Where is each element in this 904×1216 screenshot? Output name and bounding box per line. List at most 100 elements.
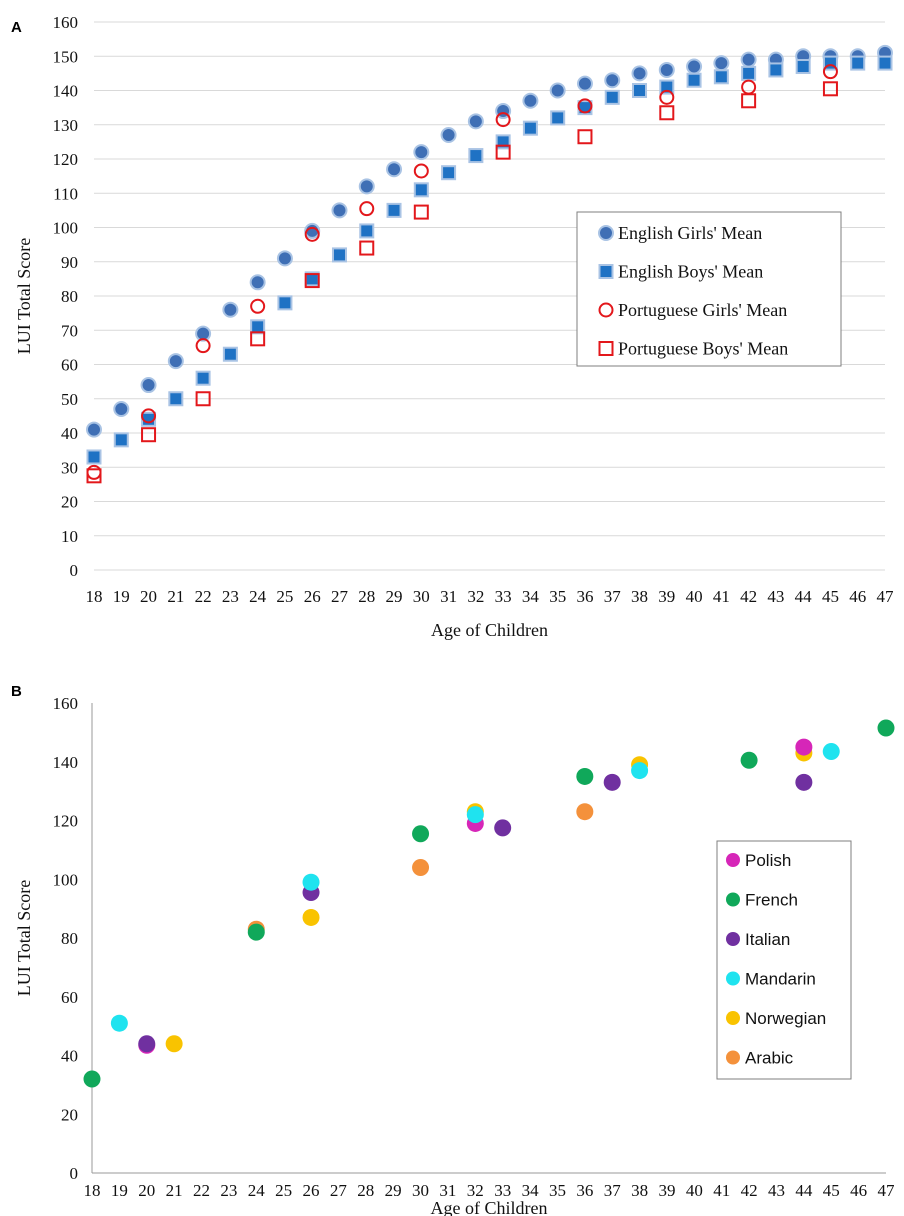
panel-a-point-english-boys-mean	[113, 432, 129, 448]
panel-a-point-portuguese-boys-mean	[577, 129, 593, 145]
panel-b-x-tick-label: 45	[823, 1181, 840, 1200]
panel-b-chart: B 0 20 40 60 80 100 120 140 160 18 19 20 21 22 23 24 25…	[11, 683, 895, 1216]
panel-b-point-italian	[795, 773, 813, 791]
panel-b-legend-marker-arabic	[726, 1050, 740, 1065]
panel-a-point-english-girls-mean	[276, 250, 293, 267]
panel-b-point-arabic	[576, 803, 594, 821]
panel-b-x-tick-label: 37	[604, 1181, 622, 1200]
panel-a-point-portuguese-girls-mean	[141, 408, 157, 424]
panel-a-y-tick-label: 70	[61, 321, 78, 340]
panel-a-legend-label: English Boys' Mean	[618, 262, 763, 282]
panel-a-legend-marker-portuguese-boys-mean	[598, 341, 614, 356]
panel-a-chart: A 0 10 20 30 40 50 60 70 80 90 100 110 120 130 140 150 1…	[11, 13, 894, 640]
panel-a-point-english-boys-mean	[632, 83, 648, 98]
panel-a-x-tick-label: 46	[849, 587, 866, 606]
panel-a-gridlines	[94, 21, 885, 571]
panel-a-y-tick-labels: 0 10 20 30 40 50 60 70 80 90 100 110 120 130 140 150 160	[53, 13, 79, 580]
panel-b-y-tick-label: 120	[53, 812, 79, 831]
panel-a-y-tick-label: 140	[53, 82, 79, 101]
panel-b-series-norwegian	[165, 744, 813, 1053]
panel-b-series-italian	[138, 773, 813, 1053]
panel-a-point-portuguese-girls-mean	[495, 112, 511, 128]
panel-a-x-tick-label: 41	[713, 587, 730, 606]
panel-b-x-tick-label: 38	[631, 1181, 648, 1200]
panel-a-point-english-girls-mean	[740, 51, 757, 68]
panel-a-point-portuguese-boys-mean	[86, 468, 102, 484]
panel-b-x-tick-label: 20	[138, 1181, 155, 1200]
panel-a-x-axis-label: Age of Children	[431, 620, 548, 640]
panel-a-y-tick-label: 20	[61, 493, 78, 512]
panel-b-x-tick-label: 21	[166, 1181, 183, 1200]
panel-a-point-portuguese-girls-mean	[822, 64, 838, 80]
panel-b-y-tick-label: 60	[61, 988, 78, 1007]
panel-a-x-tick-label: 20	[140, 587, 157, 606]
panel-a-point-english-boys-mean	[768, 62, 784, 78]
panel-b-legend-marker-italian	[726, 932, 740, 946]
panel-b-legend-label: Italian	[745, 930, 790, 949]
panel-b-x-tick-label: 36	[576, 1181, 593, 1200]
panel-a-point-portuguese-boys-mean	[250, 331, 266, 347]
panel-b-series-polish	[138, 738, 813, 1054]
panel-b-x-tick-label: 44	[795, 1181, 813, 1200]
panel-b-x-tick-label: 28	[357, 1181, 374, 1200]
panel-a-x-tick-label: 30	[413, 587, 430, 606]
panel-a-point-english-boys-mean	[168, 391, 184, 407]
panel-a-y-tick-label: 100	[53, 219, 79, 238]
panel-a-point-portuguese-girls-mean	[577, 98, 593, 114]
panel-b-y-tick-label: 0	[70, 1164, 79, 1183]
panel-a-point-english-girls-mean	[386, 161, 403, 178]
panel-a-x-tick-label: 37	[604, 587, 622, 606]
panel-a-point-english-girls-mean	[604, 72, 621, 89]
panel-b-point-mandarin	[110, 1014, 128, 1032]
panel-a-point-portuguese-boys-mean	[141, 427, 157, 443]
panel-b-legend-label: Mandarin	[745, 970, 816, 989]
panel-a-point-english-girls-mean	[113, 401, 130, 418]
panel-b-point-italian	[494, 819, 512, 837]
panel-b-x-tick-label: 26	[303, 1181, 320, 1200]
panel-a-point-english-boys-mean	[877, 55, 893, 71]
panel-b-x-tick-label: 42	[741, 1181, 758, 1200]
panel-a-y-tick-label: 120	[53, 150, 79, 169]
panel-b-x-tick-label: 35	[549, 1181, 566, 1200]
panel-a-x-tick-label: 19	[113, 587, 130, 606]
panel-a-x-tick-label: 33	[495, 587, 512, 606]
panel-a-point-english-boys-mean	[522, 120, 538, 136]
panel-b-x-tick-label: 41	[713, 1181, 730, 1200]
panel-b-x-tick-label: 19	[111, 1181, 128, 1200]
panel-a-point-english-girls-mean	[467, 113, 484, 130]
panel-b-x-tick-label: 43	[768, 1181, 785, 1200]
panel-b-y-tick-label: 20	[61, 1105, 78, 1124]
panel-b-x-tick-label: 40	[686, 1181, 703, 1200]
panel-a-point-portuguese-girls-mean	[195, 338, 211, 354]
panel-b-y-tick-label: 140	[53, 753, 79, 772]
panel-a-point-portuguese-boys-mean	[304, 273, 320, 289]
panel-a-point-english-girls-mean	[358, 178, 375, 195]
panel-a-x-tick-label: 22	[195, 587, 212, 606]
panel-b-legend-marker-norwegian	[726, 1011, 740, 1025]
panel-a-point-english-boys-mean	[850, 55, 866, 71]
panel-b-x-tick-label: 46	[850, 1181, 867, 1200]
panel-a-x-tick-label: 28	[358, 587, 375, 606]
panel-b-point-arabic	[412, 859, 430, 876]
panel-a-point-portuguese-boys-mean	[822, 81, 838, 97]
panel-b-series-french	[83, 719, 895, 1088]
panel-b-letter: B	[11, 683, 22, 700]
panel-a-x-tick-label: 21	[167, 587, 184, 606]
panel-a-y-tick-label: 160	[53, 13, 79, 32]
panel-a-x-tick-label: 24	[249, 587, 267, 606]
panel-a-point-english-boys-mean	[604, 89, 620, 105]
panel-b-legend-label: French	[745, 891, 798, 910]
panel-a-point-english-girls-mean	[413, 144, 430, 161]
panel-a-x-tick-label: 34	[522, 587, 540, 606]
panel-b-y-tick-label: 160	[53, 694, 79, 713]
panel-a-x-tick-label: 25	[276, 587, 293, 606]
panel-a-legend-label: English Girls' Mean	[618, 223, 762, 243]
panel-a-series-english-boys-mean	[86, 55, 893, 465]
panel-a-point-english-boys-mean	[195, 370, 211, 386]
panel-a-point-english-girls-mean	[304, 222, 321, 239]
panel-b-x-tick-label: 29	[385, 1181, 402, 1200]
panel-a-point-english-boys-mean	[795, 59, 811, 75]
panel-a-legend-marker-english-boys-mean	[598, 264, 614, 279]
panel-a-point-portuguese-girls-mean	[86, 464, 102, 480]
